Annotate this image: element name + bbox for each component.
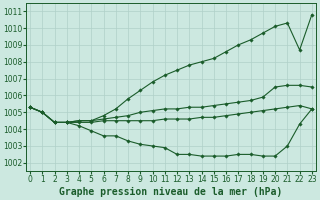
X-axis label: Graphe pression niveau de la mer (hPa): Graphe pression niveau de la mer (hPa) (59, 187, 283, 197)
